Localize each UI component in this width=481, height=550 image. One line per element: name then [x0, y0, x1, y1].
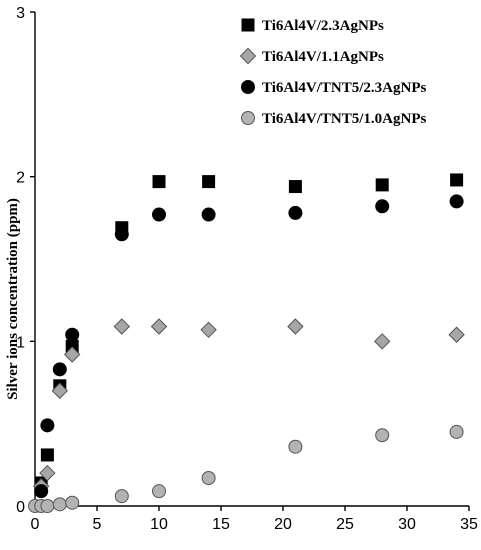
y-tick-label: 3	[16, 5, 25, 22]
data-point	[152, 175, 166, 189]
series-2	[32, 318, 465, 495]
legend-marker	[241, 80, 255, 94]
data-point	[287, 318, 304, 335]
data-point	[152, 207, 166, 222]
data-point	[114, 489, 129, 504]
y-tick-label: 0	[16, 499, 25, 516]
legend-label: Ti6Al4V/1.1AgNPs	[262, 49, 384, 65]
data-point	[288, 439, 303, 454]
legend-item: Ti6Al4V/1.1AgNPs	[239, 47, 384, 65]
legend-label: Ti6Al4V/TNT5/1.0AgNPs	[262, 111, 426, 127]
data-point	[39, 464, 56, 482]
data-point	[448, 326, 465, 343]
x-tick-label: 0	[31, 516, 40, 533]
data-point	[450, 173, 464, 187]
legend-label: Ti6Al4V/2.3AgNPs	[262, 18, 384, 34]
legend-item: Ti6Al4V/2.3AgNPs	[241, 18, 384, 34]
data-point	[113, 318, 131, 335]
axes	[34, 12, 469, 507]
y-tick-label: 2	[16, 170, 25, 187]
data-point	[63, 346, 81, 363]
x-tick-label: 35	[460, 516, 478, 533]
data-point	[152, 484, 166, 499]
legend-marker	[241, 18, 255, 32]
x-tick-label: 30	[398, 516, 416, 533]
legend-marker	[241, 111, 255, 125]
series-layer	[28, 173, 465, 513]
legend-item: Ti6Al4V/TNT5/1.0AgNPs	[241, 111, 426, 127]
data-point	[40, 499, 55, 513]
data-point	[288, 180, 302, 194]
x-tick-label: 15	[212, 516, 230, 533]
legend: Ti6Al4V/2.3AgNPs Ti6Al4V/1.1AgNPs Ti6Al4V/…	[239, 18, 426, 127]
series-3	[34, 194, 464, 499]
data-point	[40, 448, 54, 462]
data-point	[200, 321, 217, 339]
data-point	[201, 471, 216, 486]
legend-item: Ti6Al4V/TNT5/2.3AgNPs	[241, 80, 426, 96]
legend-marker	[239, 47, 257, 65]
data-point	[51, 382, 69, 399]
tick-group: 0 5 10 15 20 25 30 35 0 1 2 3	[16, 5, 478, 533]
series-4	[28, 424, 464, 513]
x-tick-label: 10	[150, 516, 168, 533]
data-point	[40, 418, 55, 433]
data-point	[65, 327, 80, 342]
series-1	[34, 173, 464, 490]
data-point	[375, 178, 389, 192]
y-tick-label: 1	[16, 334, 25, 351]
legend-label: Ti6Al4V/TNT5/2.3AgNPs	[262, 80, 426, 96]
data-point	[288, 205, 303, 220]
data-point	[201, 207, 216, 222]
data-point	[52, 497, 67, 512]
data-point	[449, 194, 464, 209]
data-point	[114, 227, 129, 242]
data-point	[52, 362, 67, 377]
x-tick-label: 20	[274, 516, 292, 533]
data-point	[150, 318, 168, 335]
data-point	[65, 495, 80, 510]
y-axis-title: Silver ions concentration (ppm)	[5, 198, 21, 400]
data-point	[373, 333, 391, 350]
x-tick-label: 25	[336, 516, 354, 533]
data-point	[375, 428, 390, 443]
data-point	[202, 175, 216, 189]
data-point	[34, 484, 49, 499]
data-point	[449, 424, 464, 439]
x-tick-label: 5	[93, 516, 102, 533]
data-point	[375, 199, 390, 214]
